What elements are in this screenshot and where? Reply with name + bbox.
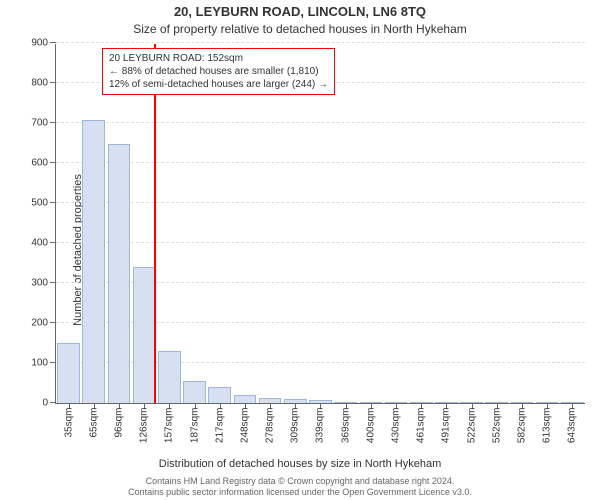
bar-slot: 309sqm xyxy=(283,44,308,403)
y-tick-label: 400 xyxy=(31,238,48,249)
bar-slot: 187sqm xyxy=(182,44,207,403)
bar-slot: 643sqm xyxy=(560,44,585,403)
chart-title-line2: Size of property relative to detached ho… xyxy=(0,22,600,36)
bar-slot: 613sqm xyxy=(535,44,560,403)
bar-slot: 65sqm xyxy=(81,44,106,403)
x-tick-label: 126sqm xyxy=(139,408,150,444)
bar-slot: 461sqm xyxy=(409,44,434,403)
bar-slot: 278sqm xyxy=(258,44,283,403)
y-tick-label: 200 xyxy=(31,318,48,329)
histogram-bar xyxy=(158,351,181,403)
bar-slot: 522sqm xyxy=(459,44,484,403)
chart-title-line1: 20, LEYBURN ROAD, LINCOLN, LN6 8TQ xyxy=(0,4,600,19)
bar-slot: 400sqm xyxy=(358,44,383,403)
histogram-bar xyxy=(208,387,231,403)
x-tick-label: 96sqm xyxy=(113,408,124,438)
histogram-bar xyxy=(133,267,156,403)
x-tick-label: 613sqm xyxy=(542,408,553,444)
bars-group: 35sqm65sqm96sqm126sqm157sqm187sqm217sqm2… xyxy=(56,44,585,403)
annotation-line: 20 LEYBURN ROAD: 152sqm xyxy=(109,52,328,65)
bar-slot: 217sqm xyxy=(207,44,232,403)
x-tick-label: 309sqm xyxy=(290,408,301,444)
x-axis-label: Distribution of detached houses by size … xyxy=(0,458,600,470)
y-tick-label: 500 xyxy=(31,198,48,209)
y-tick-label: 300 xyxy=(31,278,48,289)
x-tick-label: 491sqm xyxy=(441,408,452,444)
y-tick-label: 800 xyxy=(31,78,48,89)
x-tick-label: 400sqm xyxy=(365,408,376,444)
x-tick-label: 522sqm xyxy=(466,408,477,444)
histogram-bar xyxy=(108,144,131,403)
x-tick-label: 552sqm xyxy=(491,408,502,444)
annotation-line: ← 88% of detached houses are smaller (1,… xyxy=(109,65,328,78)
y-tick-label: 100 xyxy=(31,358,48,369)
x-tick-label: 157sqm xyxy=(164,408,175,444)
license-text: Contains HM Land Registry data © Crown c… xyxy=(0,476,600,498)
annotation-box: 20 LEYBURN ROAD: 152sqm← 88% of detached… xyxy=(102,48,335,95)
bar-slot: 552sqm xyxy=(484,44,509,403)
histogram-bar xyxy=(82,120,105,403)
y-tick-label: 900 xyxy=(31,38,48,49)
x-tick-label: 278sqm xyxy=(265,408,276,444)
x-tick-label: 248sqm xyxy=(239,408,250,444)
x-tick-label: 35sqm xyxy=(63,408,74,438)
x-tick-label: 582sqm xyxy=(516,408,527,444)
license-line2: Contains public sector information licen… xyxy=(0,487,600,498)
x-tick-label: 217sqm xyxy=(214,408,225,444)
histogram-bar xyxy=(234,395,257,403)
bar-slot: 126sqm xyxy=(132,44,157,403)
plot-area: 010020030040050060070080090035sqm65sqm96… xyxy=(55,44,585,404)
y-tick xyxy=(50,42,56,43)
x-tick-label: 187sqm xyxy=(189,408,200,444)
y-tick-label: 700 xyxy=(31,118,48,129)
y-tick-label: 0 xyxy=(42,398,48,409)
bar-slot: 96sqm xyxy=(106,44,131,403)
x-tick-label: 461sqm xyxy=(416,408,427,444)
bar-slot: 157sqm xyxy=(157,44,182,403)
bar-slot: 369sqm xyxy=(333,44,358,403)
license-line1: Contains HM Land Registry data © Crown c… xyxy=(0,476,600,487)
chart-container: 20, LEYBURN ROAD, LINCOLN, LN6 8TQ Size … xyxy=(0,0,600,500)
gridline xyxy=(56,42,585,43)
x-tick-label: 430sqm xyxy=(391,408,402,444)
histogram-bar xyxy=(57,343,80,403)
bar-slot: 582sqm xyxy=(509,44,534,403)
bar-slot: 248sqm xyxy=(232,44,257,403)
bar-slot: 35sqm xyxy=(56,44,81,403)
x-tick-label: 65sqm xyxy=(88,408,99,438)
x-tick-label: 643sqm xyxy=(567,408,578,444)
x-tick-label: 369sqm xyxy=(340,408,351,444)
bar-slot: 339sqm xyxy=(308,44,333,403)
bar-slot: 491sqm xyxy=(434,44,459,403)
reference-marker-line xyxy=(154,44,156,403)
y-tick-label: 600 xyxy=(31,158,48,169)
x-tick-label: 339sqm xyxy=(315,408,326,444)
annotation-line: 12% of semi-detached houses are larger (… xyxy=(109,78,328,91)
histogram-bar xyxy=(183,381,206,403)
bar-slot: 430sqm xyxy=(383,44,408,403)
